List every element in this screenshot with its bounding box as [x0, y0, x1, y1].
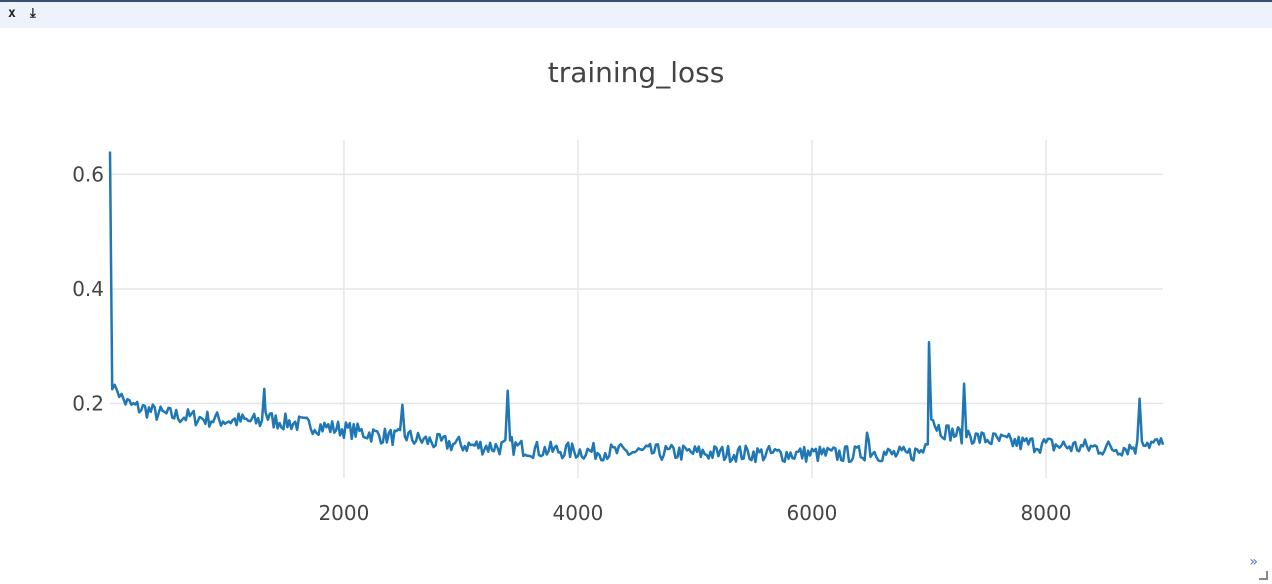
close-icon[interactable]: x	[8, 6, 16, 21]
chart-title: training_loss	[548, 56, 725, 89]
series-layer	[108, 151, 1165, 464]
series-line	[108, 151, 1165, 464]
x-tick-label: 4000	[552, 501, 603, 525]
x-axis-ticks: 2000 4000 6000 8000	[318, 501, 1071, 525]
y-tick-label: 0.6	[72, 162, 104, 186]
grid	[110, 140, 1163, 478]
expand-icon[interactable]: »	[1249, 554, 1258, 570]
y-tick-label: 0.2	[72, 392, 104, 416]
resize-handle-icon[interactable]	[1259, 571, 1268, 580]
y-axis-ticks: 0.2 0.4 0.6	[72, 162, 104, 415]
x-tick-label: 2000	[318, 501, 369, 525]
x-tick-label: 8000	[1021, 501, 1072, 525]
x-tick-label: 6000	[787, 501, 838, 525]
pane-toolbar: x ⤓	[0, 0, 1272, 28]
line-chart: training_loss 0.2 0.4 0.6 2000 4000 6000 8000	[72, 56, 1165, 525]
y-tick-label: 0.4	[72, 277, 104, 301]
download-icon[interactable]: ⤓	[30, 6, 36, 21]
